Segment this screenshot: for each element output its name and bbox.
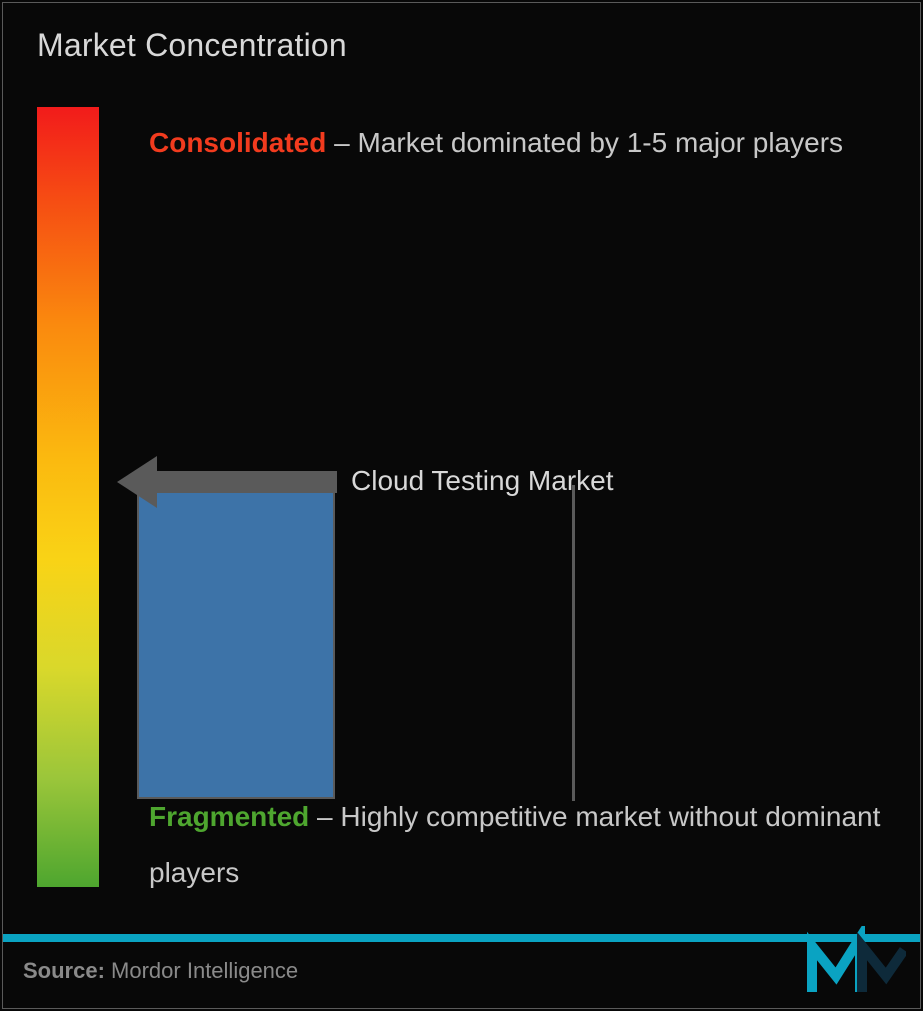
source-line: Source: Mordor Intelligence bbox=[23, 958, 298, 984]
callout-box bbox=[137, 481, 335, 799]
callout-arrow-shaft bbox=[155, 471, 337, 493]
concentration-spectrum-bar bbox=[37, 107, 99, 887]
brand-logo-icon bbox=[806, 926, 906, 1000]
callout-stem bbox=[331, 485, 575, 801]
footer-rule bbox=[3, 934, 920, 942]
fragmented-description: Fragmented – Highly competitive market w… bbox=[149, 789, 889, 901]
chart-frame: Market Concentration Consolidated – Mark… bbox=[2, 2, 921, 1009]
fragmented-keyword: Fragmented bbox=[149, 801, 309, 832]
chart-title: Market Concentration bbox=[37, 27, 347, 64]
consolidated-description: Consolidated – Market dominated by 1-5 m… bbox=[149, 115, 869, 171]
source-label: Source: bbox=[23, 958, 105, 983]
callout-arrow-head-icon bbox=[117, 456, 157, 508]
consolidated-keyword: Consolidated bbox=[149, 127, 326, 158]
callout-label: Cloud Testing Market bbox=[351, 465, 614, 497]
source-value: Mordor Intelligence bbox=[111, 958, 298, 983]
consolidated-rest: – Market dominated by 1-5 major players bbox=[326, 127, 843, 158]
market-callout: Cloud Testing Market bbox=[103, 461, 573, 809]
